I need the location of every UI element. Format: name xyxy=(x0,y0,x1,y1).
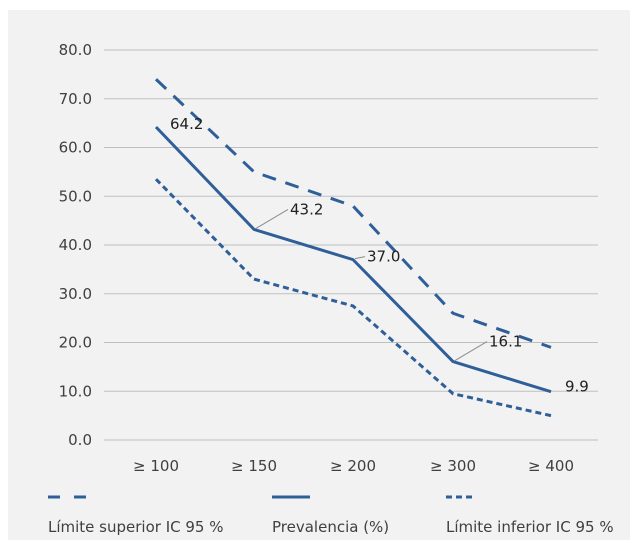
legend-label: Límite inferior IC 95 % xyxy=(446,518,614,536)
data-label: 16.1 xyxy=(489,333,522,351)
x-axis-ticks: ≥ 100 ≥ 150 ≥ 200 ≥ 300 ≥ 400 xyxy=(133,457,574,475)
y-tick-label: 40.0 xyxy=(59,236,92,254)
series-line-solid xyxy=(154,125,552,394)
x-tick-label: ≥ 400 xyxy=(528,457,574,475)
y-tick-label: 50.0 xyxy=(59,187,92,205)
y-tick-label: 30.0 xyxy=(59,285,92,303)
x-tick-label: ≥ 300 xyxy=(430,457,476,475)
y-tick-label: 60.0 xyxy=(59,139,92,157)
gridlines xyxy=(104,49,598,441)
data-label-leader xyxy=(454,341,488,361)
x-tick-label: ≥ 150 xyxy=(231,457,277,475)
y-axis-ticks: 0.0 10.0 20.0 30.0 40.0 50.0 60.0 70.0 80.0 xyxy=(59,41,92,449)
data-labels: 64.2 43.2 37.0 16.1 9.9 xyxy=(170,115,589,396)
x-tick-label: ≥ 200 xyxy=(330,457,376,475)
series-lines xyxy=(154,78,552,418)
data-label: 64.2 xyxy=(170,115,203,133)
data-label-leader xyxy=(255,208,289,229)
legend: Límite superior IC 95 % Prevalencia (%) Lí… xyxy=(48,495,614,536)
y-tick-label: 20.0 xyxy=(59,334,92,352)
data-label-leader xyxy=(354,256,366,260)
data-label: 43.2 xyxy=(290,200,323,218)
data-label: 9.9 xyxy=(565,378,589,396)
legend-label: Límite superior IC 95 % xyxy=(48,518,223,536)
y-tick-label: 70.0 xyxy=(59,90,92,108)
data-label: 37.0 xyxy=(367,248,400,266)
series-line-long-dash xyxy=(154,78,552,349)
y-tick-label: 80.0 xyxy=(59,41,92,59)
series-line-short-dash xyxy=(154,178,552,418)
x-tick-label: ≥ 100 xyxy=(133,457,179,475)
legend-label: Prevalencia (%) xyxy=(272,518,389,536)
y-tick-label: 10.0 xyxy=(59,382,92,400)
y-tick-label: 0.0 xyxy=(68,431,92,449)
